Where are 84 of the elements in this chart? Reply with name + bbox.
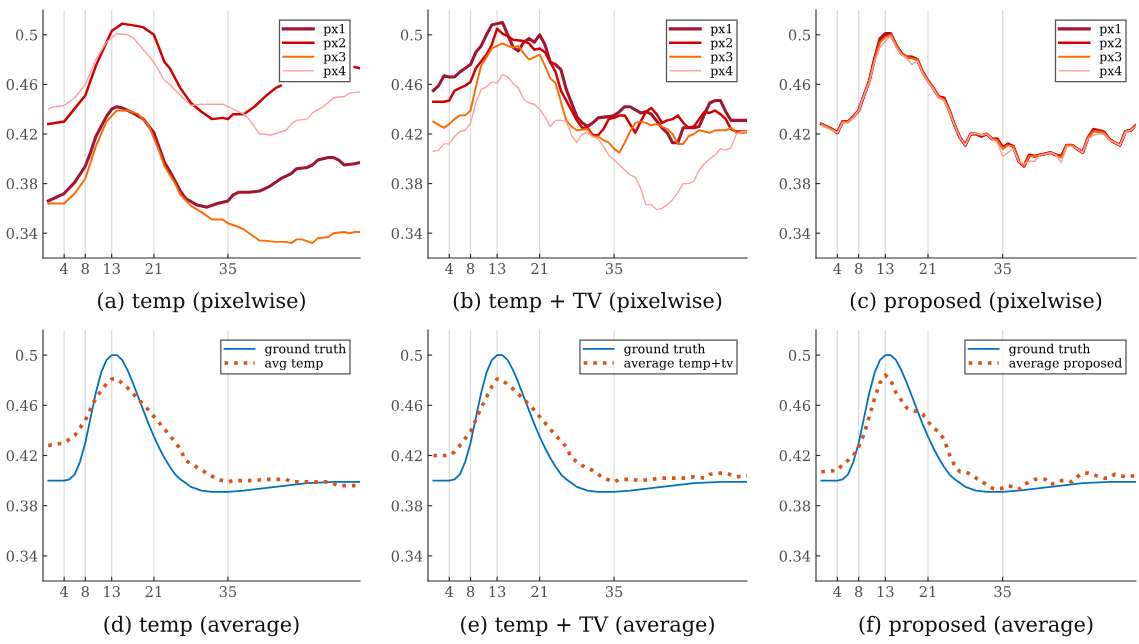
y-tick-label: 0.46 xyxy=(391,400,423,412)
x-tick-label: 35 xyxy=(605,263,623,275)
x-tick-label: 4 xyxy=(445,263,454,274)
y-tick-label: 0.42 xyxy=(779,450,810,462)
x-tick-label: 35 xyxy=(219,586,237,598)
x-tick-label: 21 xyxy=(531,586,547,597)
y-tick-label: 0.38 xyxy=(391,500,423,512)
x-tick-label: 21 xyxy=(919,586,936,597)
y-tick-label: 0.46 xyxy=(779,79,811,91)
x-tick-label: 35 xyxy=(219,263,237,275)
x-tick-label: 35 xyxy=(605,586,623,598)
y-tick-label: 0.5 xyxy=(788,349,811,361)
legend-label: average temp+tv xyxy=(624,358,734,371)
x-tick-label: 21 xyxy=(145,586,162,597)
y-tick-label: 0.5 xyxy=(15,29,38,41)
x-tick-label: 13 xyxy=(877,586,894,598)
x-tick-label: 35 xyxy=(994,586,1011,598)
y-tick-label: 0.38 xyxy=(6,178,38,190)
x-tick-label: 21 xyxy=(531,263,547,274)
text: (f) proposed (average) xyxy=(859,615,1093,637)
legend-label: avg temp xyxy=(265,358,323,371)
x-tick-label: 4 xyxy=(445,586,454,597)
legend-label: px3 xyxy=(323,51,346,64)
y-tick-label: 0.46 xyxy=(779,400,811,412)
y-tick-label: 0.46 xyxy=(391,79,423,91)
y-tick-label: 0.46 xyxy=(6,79,38,91)
x-tick-label: 4 xyxy=(833,263,842,274)
legend-label: ground truth xyxy=(624,343,706,357)
y-tick-label: 0.42 xyxy=(6,128,37,140)
text: (b) temp + TV (pixelwise) xyxy=(453,292,722,313)
x-tick-label: 13 xyxy=(104,586,120,598)
x-tick-label: 8 xyxy=(466,586,475,598)
y-tick-label: 0.34 xyxy=(779,227,811,239)
y-tick-label: 0.5 xyxy=(15,349,38,361)
y-tick-label: 0.34 xyxy=(6,550,38,562)
y-tick-label: 0.34 xyxy=(391,550,423,562)
x-tick-label: 21 xyxy=(145,263,162,274)
x-tick-label: 4 xyxy=(833,586,842,597)
y-tick-label: 0.42 xyxy=(779,128,810,140)
y-tick-label: 0.5 xyxy=(788,29,811,41)
legend-label: px1 xyxy=(1099,23,1121,36)
legend-label: px2 xyxy=(323,37,346,50)
legend-label: px3 xyxy=(710,51,733,64)
y-tick-label: 0.38 xyxy=(779,500,811,512)
x-tick-label: 21 xyxy=(919,263,936,274)
y-tick-label: 0.5 xyxy=(400,349,423,361)
x-tick-label: 8 xyxy=(466,263,475,275)
y-tick-label: 0.34 xyxy=(391,227,423,239)
legend-label: px4 xyxy=(323,65,346,78)
legend-label: ground truth xyxy=(1009,343,1091,357)
legend-label: px4 xyxy=(1099,65,1122,78)
x-tick-label: 4 xyxy=(59,586,69,597)
legend-label: px2 xyxy=(710,37,733,50)
y-tick-label: 0.5 xyxy=(400,29,423,41)
text: (a) temp (pixelwise) xyxy=(98,292,305,313)
y-tick-label: 0.46 xyxy=(6,400,38,412)
x-tick-label: 13 xyxy=(877,263,894,275)
x-tick-label: 13 xyxy=(489,586,506,598)
y-tick-label: 0.34 xyxy=(6,227,38,239)
y-tick-label: 0.38 xyxy=(6,500,38,512)
x-tick-label: 8 xyxy=(855,263,863,275)
x-tick-label: 13 xyxy=(104,263,120,275)
x-tick-label: 8 xyxy=(855,586,863,598)
x-tick-label: 8 xyxy=(81,586,89,598)
y-tick-label: 0.42 xyxy=(6,450,37,462)
legend-label: px1 xyxy=(323,23,345,36)
y-tick-label: 0.38 xyxy=(391,178,423,190)
text: (c) proposed (pixelwise) xyxy=(850,292,1102,313)
legend-label: ground truth xyxy=(265,343,346,357)
legend-label: px2 xyxy=(1099,37,1122,50)
y-tick-label: 0.42 xyxy=(391,128,422,140)
text: (e) temp + TV (average) xyxy=(461,615,714,637)
x-tick-label: 13 xyxy=(489,263,506,275)
legend-label: px1 xyxy=(710,23,732,36)
legend-label: px4 xyxy=(710,65,733,78)
y-tick-label: 0.34 xyxy=(779,550,811,562)
y-tick-label: 0.38 xyxy=(779,178,811,190)
x-tick-label: 8 xyxy=(81,263,89,275)
y-tick-label: 0.42 xyxy=(391,450,422,462)
legend-label: average proposed xyxy=(1009,357,1122,371)
x-tick-label: 35 xyxy=(994,263,1011,275)
text: (d) temp (average) xyxy=(104,615,299,637)
legend-label: px3 xyxy=(1099,51,1122,64)
x-tick-label: 4 xyxy=(59,263,69,274)
